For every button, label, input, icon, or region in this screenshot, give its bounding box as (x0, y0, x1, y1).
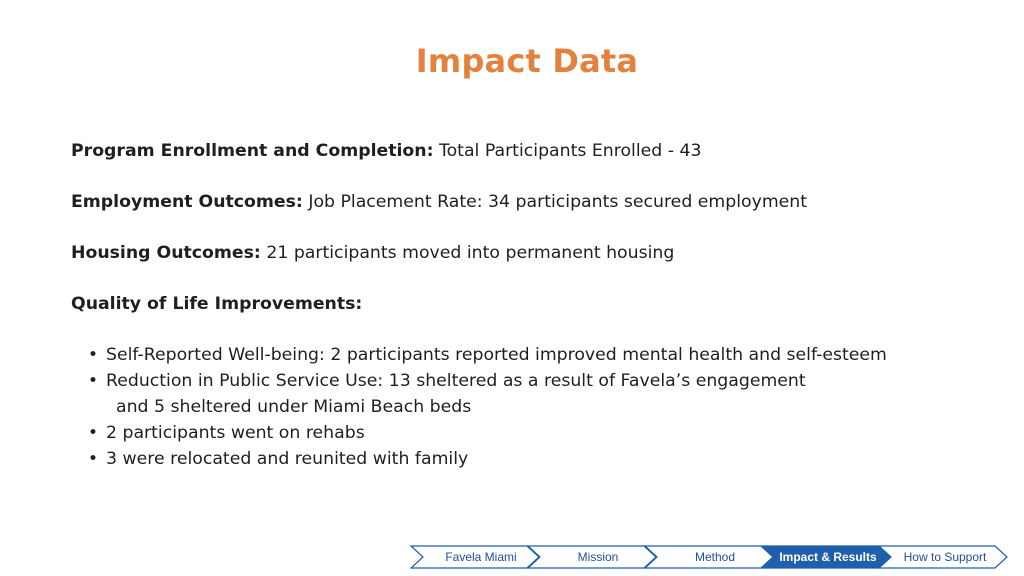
employment-section: Employment Outcomes: Job Placement Rate:… (71, 189, 971, 215)
enrollment-text: Total Participants Enrolled - 43 (433, 141, 702, 161)
housing-section: Housing Outcomes: 21 participants moved … (71, 240, 971, 266)
enrollment-label: Program Enrollment and Completion: (71, 141, 434, 161)
list-item: • Self-Reported Well-being: 2 participan… (86, 342, 986, 368)
slide-title: Impact Data (415, 42, 639, 80)
nav-chevron-how-to-support (877, 545, 1008, 569)
bullet-icon: • (87, 449, 99, 469)
section-navigation: Favela Miami Mission Method Impact & Res… (410, 545, 1010, 569)
list-item-continuation: and 5 sheltered under Miami Beach beds (116, 397, 472, 417)
list-item-text: 2 participants went on rehabs (106, 423, 365, 443)
enrollment-section: Program Enrollment and Completion: Total… (71, 138, 971, 164)
nav-chevron-impact-results (760, 545, 891, 569)
impact-sections: Program Enrollment and Completion: Total… (71, 138, 971, 342)
nav-chevron-mission (526, 545, 657, 569)
nav-item-favela-miami[interactable]: Favela Miami (445, 550, 517, 564)
list-item: • Reduction in Public Service Use: 13 sh… (86, 368, 986, 420)
nav-item-how-to-support[interactable]: How to Support (903, 550, 987, 564)
list-item-text: Self-Reported Well-being: 2 participants… (106, 345, 887, 365)
nav-chevron-favela-miami (410, 545, 540, 569)
list-item-text: Reduction in Public Service Use: 13 shel… (106, 371, 806, 391)
list-item: • 2 participants went on rehabs (86, 420, 986, 446)
quality-of-life-label: Quality of Life Improvements: (71, 294, 363, 314)
quality-of-life-section: Quality of Life Improvements: (71, 291, 971, 317)
housing-label: Housing Outcomes: (71, 243, 261, 263)
bullet-icon: • (87, 345, 99, 365)
bullet-icon: • (87, 371, 99, 391)
nav-chevron-method (643, 545, 774, 569)
list-item: • 3 were relocated and reunited with fam… (86, 446, 986, 472)
nav-item-impact-results[interactable]: Impact & Results (779, 550, 877, 564)
employment-text: Job Placement Rate: 34 participants secu… (302, 192, 808, 212)
nav-item-mission[interactable]: Mission (577, 550, 619, 564)
bullet-icon: • (87, 423, 99, 443)
employment-label: Employment Outcomes: (71, 192, 303, 212)
nav-item-method[interactable]: Method (694, 550, 736, 564)
list-item-text: 3 were relocated and reunited with famil… (106, 449, 469, 469)
nav-chevrons (410, 545, 1008, 569)
housing-text: 21 participants moved into permanent hou… (260, 243, 675, 263)
improvements-list: • Self-Reported Well-being: 2 participan… (86, 342, 986, 472)
